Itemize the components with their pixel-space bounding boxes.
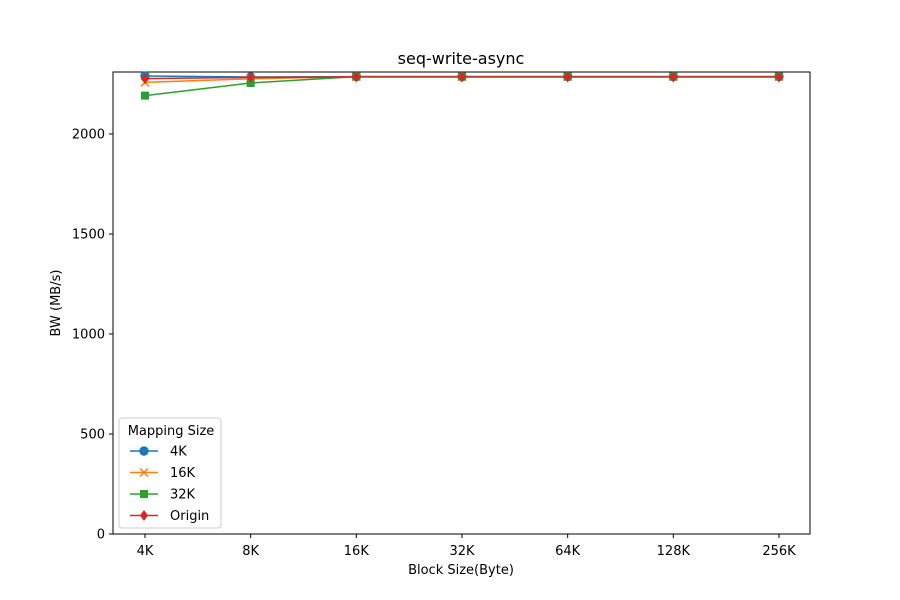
legend-label: 16K [170,466,196,481]
legend-marker [139,467,149,478]
data-point-origin [458,71,466,83]
x-tick-label: 32K [449,544,475,559]
x-tick-label: 4K [137,544,154,559]
data-point-32k [246,79,255,87]
data-point-origin [246,71,255,83]
legend-box [118,417,222,529]
data-point-origin [563,71,572,83]
legend-label: 4K [170,445,187,460]
plot-area: 4K 8K 16K 32K 64K 128K 256K 0 500 1000 1500 2000 [72,71,811,559]
legend-label: 32K [170,488,196,503]
legend-marker [140,490,148,498]
legend: Mapping Size 4K 16K 32K Origin [118,417,222,529]
chart-title: seq-write-async [398,49,525,68]
y-axis-label: BW (MB/s) [49,270,64,337]
x-tick-label: 64K [555,544,581,559]
data-point-32k [141,91,149,100]
legend-marker [139,446,149,456]
legend-title: Mapping Size [128,424,215,439]
legend-entries: 4K 16K 32K Origin [130,445,209,524]
x-tick-label: 256K [762,544,796,559]
data-point-origin [141,73,149,85]
y-tick-label: 500 [80,428,105,443]
x-tick-label: 16K [344,544,370,559]
y-tick-label: 2000 [72,128,105,143]
data-point-origin [669,71,678,83]
data-point-origin [352,71,361,83]
x-tick-label: 8K [242,544,259,559]
y-tick-label: 0 [97,528,105,543]
y-tick-label: 1000 [72,328,105,343]
x-tick-label: 128K [657,544,691,559]
legend-label: Origin [170,509,209,524]
legend-marker [140,510,148,521]
x-axis-label: Block Size(Byte) [408,563,514,578]
data-point-origin [775,71,783,83]
y-tick-label: 1500 [72,228,105,243]
